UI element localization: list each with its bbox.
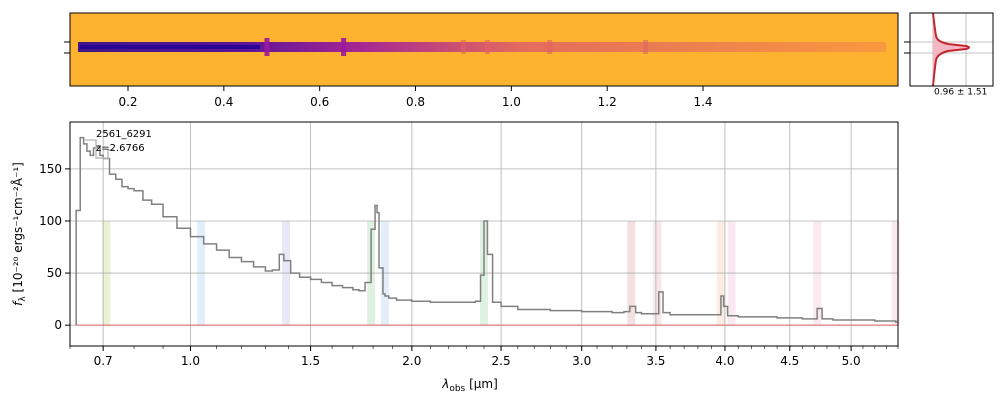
- y-axis-label: fλ [10⁻²⁰ ergs⁻¹cm⁻²Å⁻¹]: [10, 162, 28, 306]
- 2d-emission-feature: [547, 40, 553, 54]
- 1d-spectrum-panel: 0.7 1.0 1.5 2.0 2.5 3.0 3.5 4.0 4.5 5.0 0 50 100 150…: [10, 121, 900, 394]
- 2d-emission-feature: [643, 40, 649, 54]
- x-tick-label: 0.7: [94, 354, 113, 368]
- object-id-label: 2561_6291: [96, 129, 152, 140]
- profile-annotation: 0.96 ± 1.51: [934, 88, 987, 98]
- x-tick-label: 2.5: [492, 354, 511, 368]
- 2d-spectrum-trace-core: [80, 45, 260, 49]
- 2d-emission-feature: [341, 38, 347, 56]
- profile-fill: [933, 13, 969, 86]
- profile-inset-frame: [909, 12, 994, 87]
- y-tick-label: 0: [54, 318, 62, 332]
- x-tick-label: 5.0: [842, 354, 861, 368]
- x-tick-label: 1.2: [598, 95, 617, 109]
- redshift-label: z=2.6766: [96, 143, 145, 154]
- x-tick-label: 1.4: [693, 95, 712, 109]
- 2d-emission-feature: [460, 40, 466, 54]
- 2d-spectrum-trace: [78, 42, 886, 52]
- x-tick-label: 0.6: [310, 95, 329, 109]
- 2d-emission-feature: [264, 38, 270, 56]
- y-axis-label-main: f: [11, 300, 25, 306]
- x-tick-label: 0.2: [118, 95, 137, 109]
- x-axis-label-sub: obs: [449, 384, 465, 394]
- x-axis-label-unit: [μm]: [465, 377, 498, 391]
- x-tick-label: 3.0: [572, 354, 591, 368]
- 2d-spectrum-frame: [69, 12, 899, 87]
- 2d-spectrum-panel: 0.2 0.4 0.6 0.8 1.0 1.2 1.4: [64, 12, 899, 109]
- x-tick-label: 4.5: [780, 354, 799, 368]
- profile-line: [932, 12, 970, 87]
- x-tick-label: 4.0: [715, 354, 734, 368]
- 2d-emission-feature: [484, 40, 490, 54]
- x-tick-label: 1.5: [301, 354, 320, 368]
- spectrum-saturated-top: [84, 139, 114, 159]
- x-tick-label: 1.0: [181, 354, 200, 368]
- y-tick-label: 50: [47, 266, 62, 280]
- x-tick-label: 0.8: [406, 95, 425, 109]
- x-tick-label: 1.0: [502, 95, 521, 109]
- x-axis-label: λobs [μm]: [441, 377, 498, 394]
- x-tick-label: 3.5: [646, 354, 665, 368]
- x-tick-label: 0.4: [214, 95, 233, 109]
- x-tick-label: 2.0: [402, 354, 421, 368]
- y-tick-label: 100: [39, 214, 62, 228]
- spectrum-line: [75, 136, 898, 326]
- x-axis-label-main: λ: [441, 377, 449, 391]
- y-tick-label: 150: [39, 162, 62, 176]
- profile-inset-panel: 0.96 ± 1.51: [904, 12, 994, 98]
- y-axis-label-unit: [10⁻²⁰ ergs⁻¹cm⁻²Å⁻¹]: [10, 162, 25, 296]
- y-axis-label-sub: λ: [18, 296, 28, 302]
